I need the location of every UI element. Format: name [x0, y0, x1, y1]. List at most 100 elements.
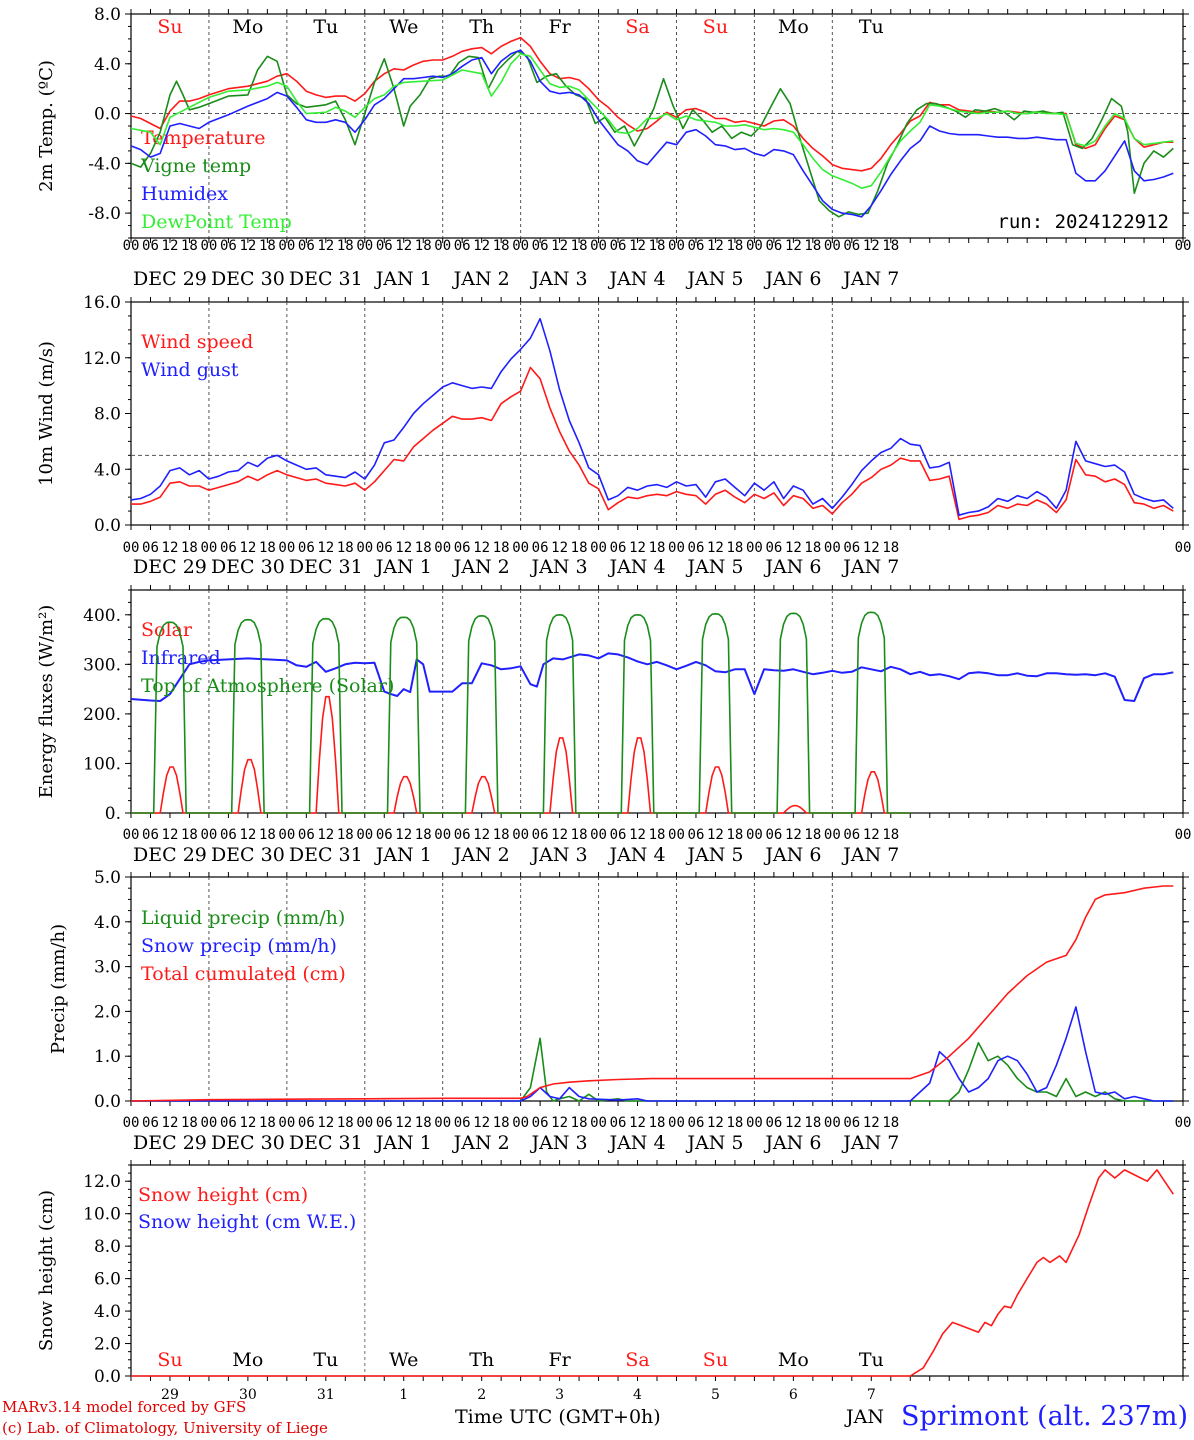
day-number-label: 3: [555, 1387, 564, 1403]
hour-tick-label: 00: [356, 540, 373, 556]
hour-tick-label: 06: [220, 1115, 237, 1131]
y-tick-label: 2.0: [94, 1002, 121, 1022]
hour-tick-label: 12: [551, 827, 568, 843]
series-line-lightgreen: [130, 53, 1174, 189]
date-label: JAN 7: [841, 556, 899, 578]
hour-tick-label: 00: [824, 540, 841, 556]
series-line-green: [131, 611, 911, 814]
hour-tick-label: 18: [181, 1115, 198, 1131]
y-tick-label: -4.0: [88, 154, 121, 174]
day-number-label: 6: [789, 1387, 798, 1403]
hour-tick-label: 12: [162, 238, 179, 254]
y-tick-label: -8.0: [88, 204, 121, 224]
hour-tick-label: 06: [142, 540, 159, 556]
weekday-label: Mo: [778, 16, 809, 38]
hour-tick-label: 18: [181, 827, 198, 843]
date-label: JAN 5: [685, 1132, 743, 1154]
weekday-label: Mo: [778, 1349, 809, 1371]
y-tick-label: 3.0: [94, 958, 121, 978]
hour-tick-label: 00: [746, 540, 763, 556]
weekday-label: Tu: [313, 16, 338, 38]
hour-tick-label: 18: [415, 1115, 432, 1131]
hour-tick-label: 06: [376, 1115, 393, 1131]
y-tick-label: 4.0: [94, 460, 121, 480]
hour-tick-label: 00: [200, 238, 217, 254]
hour-tick-label: 06: [610, 1115, 627, 1131]
date-label: DEC 29: [133, 556, 207, 578]
hour-tick-label: 00: [590, 540, 607, 556]
hour-tick-label: 12: [551, 238, 568, 254]
date-label: DEC 31: [289, 556, 363, 578]
hour-tick-label: 18: [259, 827, 276, 843]
hour-tick-label: 06: [376, 238, 393, 254]
hour-tick-label: 12: [473, 238, 490, 254]
date-label: JAN 4: [607, 268, 665, 290]
legend-entry: Infrared: [141, 647, 221, 669]
weekday-label: We: [389, 1349, 418, 1371]
hour-tick-label: 18: [571, 1115, 588, 1131]
hour-tick-label: 18: [882, 540, 899, 556]
hour-tick-label: 00: [434, 238, 451, 254]
weekday-label: We: [389, 16, 418, 38]
hour-tick-label: 18: [726, 540, 743, 556]
station-title: Sprimont (alt. 237m): [901, 1401, 1188, 1432]
hour-tick-label: 00: [668, 238, 685, 254]
hour-tick-label: 18: [259, 1115, 276, 1131]
hour-tick-label: 06: [142, 1115, 159, 1131]
date-label: JAN 5: [685, 844, 743, 866]
series-line-blue: [130, 652, 1174, 702]
legend-entry: Humidex: [141, 183, 228, 205]
hour-tick-label: 12: [629, 827, 646, 843]
date-label: JAN 3: [530, 844, 588, 866]
hour-tick-label: 00: [278, 238, 295, 254]
hour-tick-label: 18: [649, 827, 666, 843]
hour-tick-label: 12: [785, 238, 802, 254]
hour-tick-label: 00: [278, 540, 295, 556]
hour-tick-label: 18: [415, 827, 432, 843]
weekday-label: Sa: [625, 16, 649, 38]
hour-tick-label: 06: [610, 540, 627, 556]
hour-tick-label: 06: [454, 238, 471, 254]
hour-tick-label: 12: [707, 1115, 724, 1131]
series-line-blue: [131, 1006, 1174, 1102]
hour-tick-label: 18: [649, 238, 666, 254]
hour-tick-label: 06: [765, 238, 782, 254]
day-number-label: 7: [867, 1387, 876, 1403]
date-label: JAN 4: [607, 556, 665, 578]
series-line-red: [131, 1169, 1174, 1377]
y-tick-label: 4.0: [94, 913, 121, 933]
hour-tick-label: 00: [200, 540, 217, 556]
hour-tick-label: 00: [434, 540, 451, 556]
hour-tick-label: 12: [785, 1115, 802, 1131]
date-label: JAN 3: [530, 268, 588, 290]
hour-tick-label: 12: [473, 540, 490, 556]
hour-tick-label: 00: [746, 238, 763, 254]
hour-tick-label: 06: [688, 1115, 705, 1131]
hour-tick-label: 06: [843, 540, 860, 556]
date-label: JAN 5: [685, 556, 743, 578]
hour-tick-label: 00: [668, 827, 685, 843]
date-label: JAN 6: [763, 1132, 821, 1154]
hour-tick-label: 06: [688, 540, 705, 556]
hour-tick-label: 06: [220, 238, 237, 254]
hour-tick-label: 00: [590, 827, 607, 843]
hour-tick-label: 18: [181, 238, 198, 254]
y-axis-label: 2m Temp. (ºC): [36, 60, 57, 192]
day-number-label: 4: [633, 1387, 642, 1403]
date-label: JAN 2: [452, 268, 510, 290]
hour-tick-label: 06: [765, 540, 782, 556]
hour-tick-label: 06: [843, 238, 860, 254]
hour-tick-label: 12: [162, 827, 179, 843]
y-axis-label: 10m Wind (m/s): [36, 341, 57, 486]
hour-tick-label: 18: [337, 540, 354, 556]
y-tick-label: 0.0: [94, 516, 121, 536]
hour-tick-label: 00: [668, 540, 685, 556]
y-tick-label: 300.: [83, 655, 121, 675]
panel-frame: [130, 589, 1184, 814]
date-label: JAN 7: [841, 268, 899, 290]
hour-tick-label: 12: [395, 827, 412, 843]
y-tick-label: 4.0: [94, 1302, 121, 1322]
hour-tick-label: 06: [142, 827, 159, 843]
date-label: JAN 1: [374, 1132, 432, 1154]
date-label: JAN 2: [452, 556, 510, 578]
